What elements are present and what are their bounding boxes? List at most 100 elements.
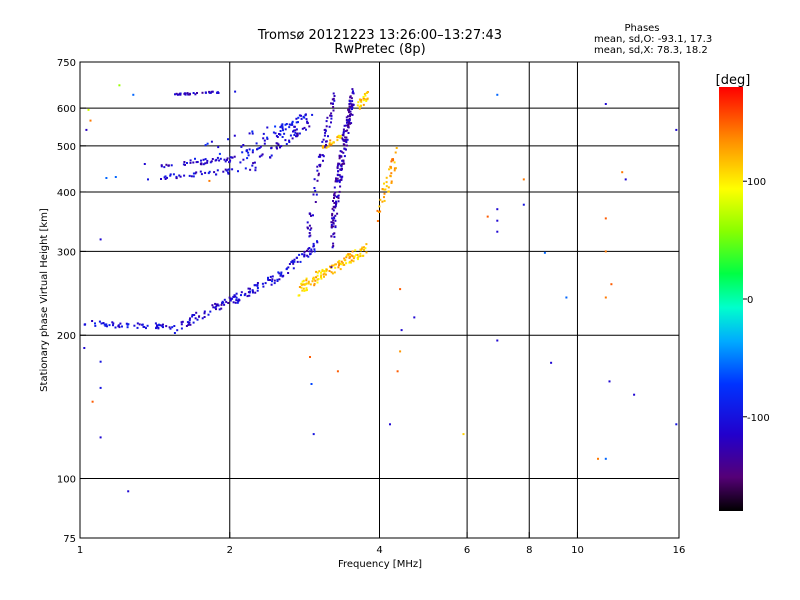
echo-point [179,93,182,96]
echo-point [332,141,335,144]
echo-point [337,261,340,264]
echo-point [89,119,92,122]
echo-point [324,131,327,134]
echo-point [387,186,390,189]
echo-point [300,282,303,285]
echo-point [280,145,283,148]
echo-point [376,209,379,212]
echo-point [351,113,354,116]
y-tick-label: 75 [63,534,76,545]
echo-point [112,322,115,325]
echo-point [343,144,346,147]
echo-point [336,177,339,180]
echo-point [278,133,280,135]
echo-point [361,246,364,249]
echo-point [363,93,366,95]
echo-point [330,112,333,115]
echo-point [291,137,294,140]
echo-point [344,259,347,262]
echo-point [340,169,343,171]
echo-point [353,255,356,258]
echo-point [328,143,331,146]
echo-point [277,143,280,146]
echo-point [272,131,275,134]
echo-point [383,192,386,195]
echo-point [235,299,238,302]
echo-point [206,161,209,164]
echo-point [192,321,195,324]
echo-point [244,167,247,170]
echo-point [280,271,283,274]
echo-point [347,126,350,128]
echo-point [314,279,317,282]
echo-point [282,129,284,132]
echo-point [179,175,182,178]
echo-point [206,142,209,145]
echo-point [330,235,333,238]
echo-point [341,167,343,170]
echo-point [251,130,254,133]
echo-point [179,92,182,95]
echo-point [248,294,251,297]
echo-point [352,260,355,263]
colorbar-ticks: -100 0 100 [743,177,770,424]
echo-point [310,383,313,385]
echo-point [256,283,259,286]
echo-point [309,283,312,286]
echo-point [332,209,335,212]
echo-point [242,144,245,146]
colorbar-tick-label: 100 [747,177,766,188]
echo-point [332,109,335,112]
echo-point [143,163,146,165]
echo-point [306,221,309,224]
echo-point [338,154,341,157]
echo-point [306,249,308,252]
echo-point [358,107,361,110]
echo-point [300,286,303,289]
echo-point [675,128,678,131]
echo-point [334,205,337,208]
echo-point [169,173,172,176]
echo-point [286,267,288,270]
echo-point [348,117,351,120]
echo-point [305,128,307,131]
echo-point [486,215,489,218]
echo-point [309,253,311,256]
echo-point [383,196,385,199]
echo-point [203,312,206,315]
echo-point [281,136,284,138]
echo-point [307,247,310,250]
echo-point [292,261,294,263]
echo-point [301,289,304,292]
echo-point [351,106,354,109]
echo-point [316,274,319,277]
echo-point [383,199,386,202]
echo-point [219,157,222,160]
echo-point [337,266,340,269]
echo-point [231,168,234,171]
echo-point [363,249,365,251]
echo-point [225,300,228,303]
echo-point [313,178,316,181]
echo-point [335,203,337,206]
echo-point [325,120,328,123]
echo-point [322,138,325,141]
echo-point [229,159,232,162]
echo-point [269,275,272,278]
echo-point [325,268,328,271]
echo-point [233,134,236,137]
echo-point [127,490,130,493]
echo-point [385,185,388,188]
echo-point [339,136,342,139]
echo-point [99,238,102,241]
echo-point [343,257,346,260]
echo-point [216,303,218,306]
echo-traces [83,88,398,334]
echo-point [254,169,257,172]
echo-point [100,322,103,325]
echo-point [320,271,322,274]
echo-point [274,125,277,128]
echo-point [169,174,172,177]
echo-point [332,264,335,267]
